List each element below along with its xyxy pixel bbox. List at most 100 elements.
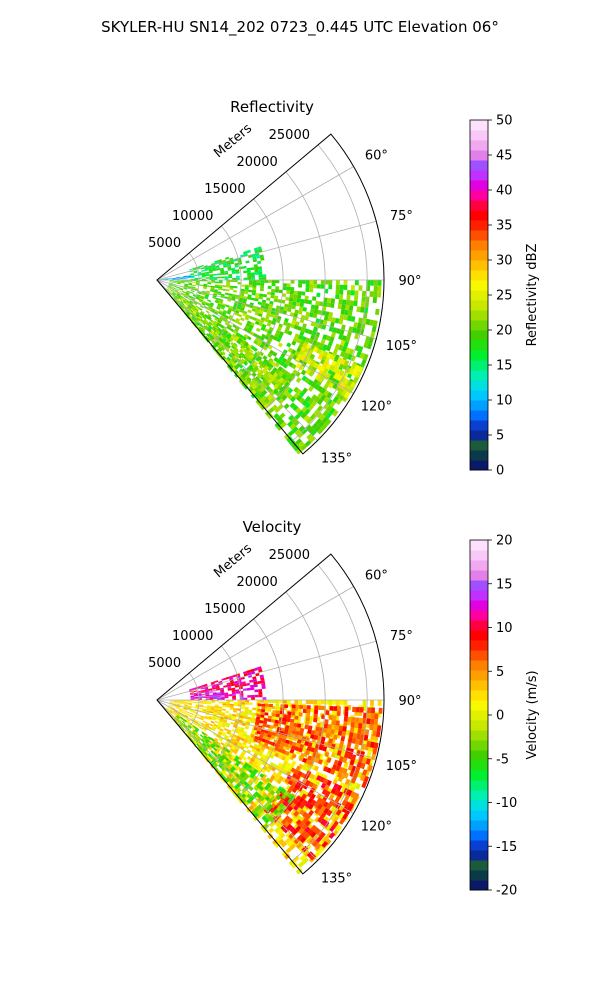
echo-cell [268,280,272,283]
echo-cell [246,683,250,686]
echo-cell [316,723,320,728]
echo-cell [299,712,303,716]
echo-cell [254,269,258,272]
echo-cell [235,269,239,272]
echo-cell [336,285,340,290]
echo-cell [289,297,293,301]
echo-cell [261,712,265,715]
echo-cell [268,828,274,834]
echo-cell [355,717,359,723]
echo-cell [268,716,272,720]
echo-cell [251,695,255,698]
echo-cell [176,279,180,280]
echo-cell [328,285,332,290]
echo-cell [321,284,325,289]
colorbar-segment [470,760,488,771]
echo-cell [248,712,252,715]
echo-cell [217,692,221,694]
echo-cell [287,700,291,704]
azimuth-tick-label: 60° [365,149,388,164]
colorbar-segment [470,730,488,741]
echo-cell [236,276,240,278]
echo-cell [264,712,268,715]
colorbar-segment [470,390,488,401]
echo-cell [309,288,313,292]
echo-cell [207,703,211,705]
echo-cell [259,275,263,278]
echo-cell [245,287,249,290]
echo-cell [260,283,264,286]
echo-cell [207,299,211,302]
echo-cell [279,700,283,703]
colorbar-segment [470,270,488,281]
echo-cell [247,688,251,691]
echo-cell [370,291,374,297]
echo-cell [326,302,330,307]
echo-cell [360,707,364,713]
colorbar-label: Velocity (m/s) [525,670,540,759]
echo-cell [239,691,243,694]
echo-cell [212,314,216,318]
echo-cell [191,290,195,292]
echo-cell [342,731,347,737]
echo-cell [291,712,295,716]
echo-cell [315,305,319,310]
echo-cell [338,299,342,304]
colorbar-segment [470,670,488,681]
echo-cell [350,300,354,306]
echo-cell [221,678,225,681]
echo-cell [297,298,301,302]
echo-cell [274,299,278,303]
echo-cell [203,721,207,724]
echo-cell [189,701,193,702]
echo-cell [275,289,279,293]
echo-cell [230,288,234,290]
echo-cell [266,297,270,301]
echo-cell [287,715,291,719]
echo-cell [254,267,258,270]
echo-cell [275,703,279,706]
echo-cell [260,288,264,291]
echo-cell [377,286,381,292]
echo-cell [211,281,215,283]
echo-cell [276,714,280,718]
echo-cell [199,308,203,311]
echo-cell [230,286,234,288]
echo-cell [262,355,267,360]
echo-cell [200,702,204,704]
echo-cell [170,701,174,702]
echo-cell [261,706,265,709]
echo-cell [241,704,245,707]
colorbar-segment [470,130,488,141]
echo-cell [374,286,378,292]
echo-cell [330,303,334,308]
echo-cell [272,283,276,286]
echo-cell [224,728,228,731]
echo-cell [215,282,219,284]
echo-cell [207,701,211,703]
echo-cell [348,717,352,722]
echo-cell [343,285,347,290]
colorbar-tick-label: 5 [496,665,504,680]
echo-cell [314,710,318,715]
echo-cell [373,291,377,297]
echo-cell [257,280,261,283]
echo-cell [258,272,262,275]
echo-cell [264,280,268,283]
colorbar-tick-label: -15 [496,840,517,855]
colorbar-segment [470,540,488,551]
echo-cell [321,280,325,284]
echo-cell [290,294,294,298]
echo-cell [314,714,318,719]
echo-cell [186,711,190,713]
azimuth-tick-label: 120° [361,820,392,835]
echo-cell [253,285,257,288]
echo-cell [256,328,261,332]
echo-cell [367,707,371,713]
echo-cell [233,290,237,293]
colorbar-segment [470,700,488,711]
azimuth-tick-label: 90° [398,274,421,289]
colorbar-segment [470,820,488,831]
echo-cell [244,292,248,295]
